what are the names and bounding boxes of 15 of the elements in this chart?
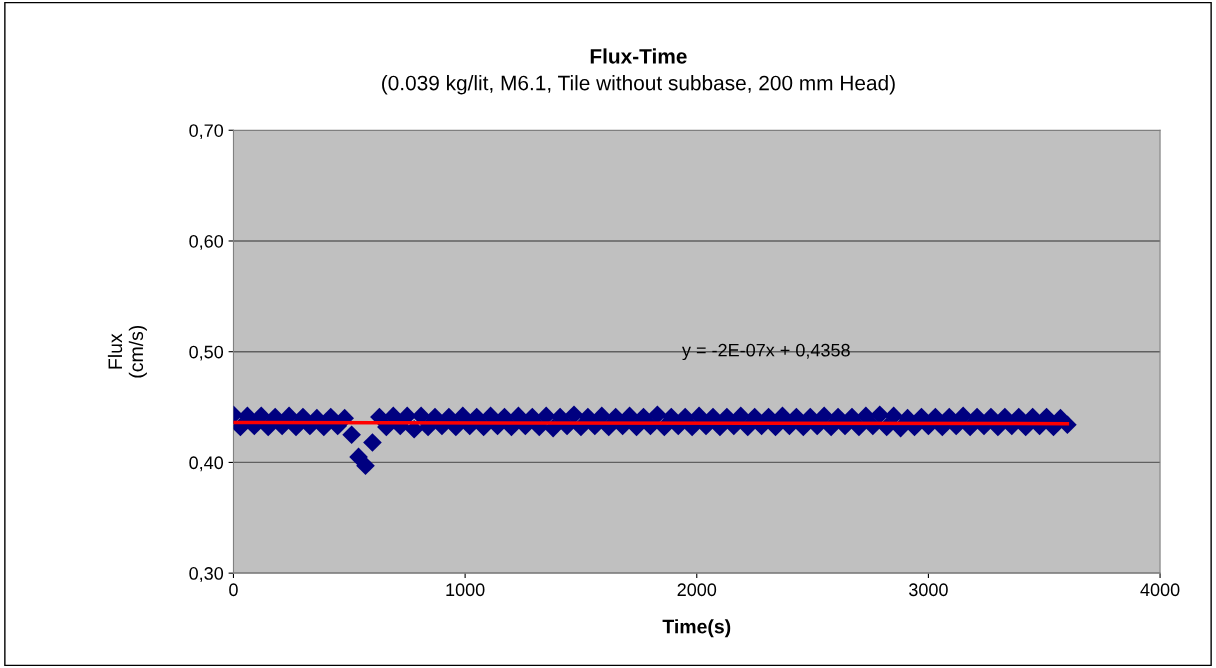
y-tick-label: 0,30: [189, 567, 224, 582]
y-tick-label: 0,70: [189, 124, 224, 140]
x-tick-label: 3000: [909, 583, 948, 597]
x-tick-label: 1000: [446, 583, 485, 597]
x-tick-label: 2000: [677, 583, 717, 597]
y-tick-label: 0,40: [189, 456, 224, 472]
y-tick-label: 0,50: [189, 345, 224, 361]
annotation: y = -2E-07x + 0,4358: [682, 343, 850, 361]
y-tick-label: 0,60: [189, 234, 224, 250]
x-axis-title: Time(s): [662, 619, 731, 638]
x-tick-label: 4000: [1140, 583, 1180, 597]
chart-title: Flux-Time: [590, 48, 687, 64]
x-tick-label: 0: [229, 583, 238, 597]
y-axis-title: Flux (cm/s): [107, 325, 147, 378]
chart-subtitle: (0.039 kg/lit, M6.1, Tile without subbase, 200 mm Head): [382, 75, 895, 95]
